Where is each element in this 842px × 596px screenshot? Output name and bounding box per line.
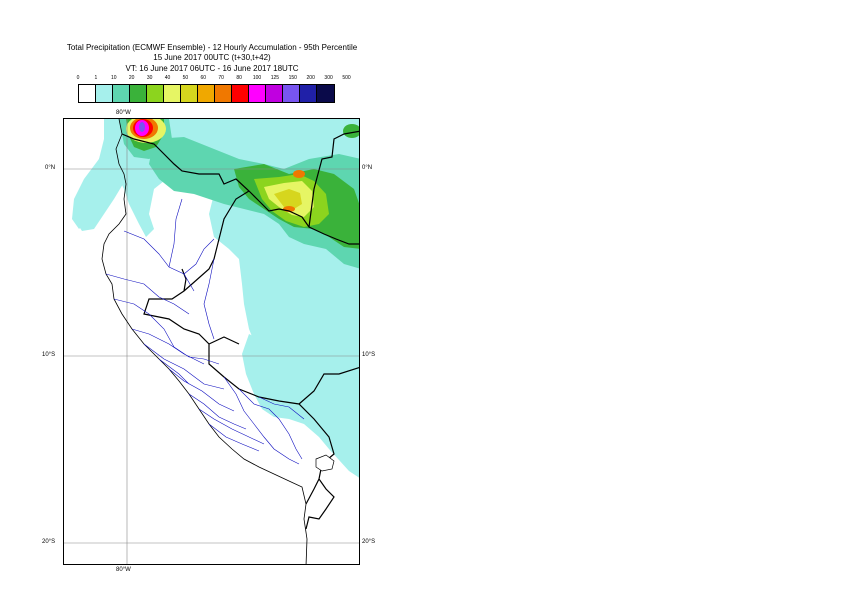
title-line-1: Total Precipitation (ECMWF Ensemble) - 1… <box>66 43 358 52</box>
legend-swatch <box>232 85 249 102</box>
legend-swatch <box>266 85 283 102</box>
precip-cell-nw-purple <box>139 122 145 132</box>
legend-swatch <box>317 85 334 102</box>
legend-tick-label: 80 <box>236 75 242 81</box>
legend-swatch <box>79 85 96 102</box>
legend-swatch <box>113 85 130 102</box>
precipitation-map <box>64 119 359 564</box>
legend-swatch <box>147 85 164 102</box>
legend-swatch <box>130 85 147 102</box>
legend-swatch <box>300 85 317 102</box>
legend-tick-label: 300 <box>324 75 333 81</box>
precip-area-1mm-west <box>74 139 126 231</box>
lake-titicaca <box>315 454 335 472</box>
legend-tick-label: 30 <box>146 75 153 81</box>
lon-label-top: 80°W <box>116 110 131 116</box>
precip-cell-ne-corner <box>343 124 359 138</box>
lon-label-bottom: 80°W <box>116 567 131 573</box>
legend-ticks: 0 1 10 20 30 40 50 60 70 80 100 125 150 200 300 500 <box>0 75 424 84</box>
legend-swatch <box>198 85 215 102</box>
legend-swatch <box>283 85 300 102</box>
map-frame <box>63 118 360 565</box>
legend-tick-label: 125 <box>270 75 280 81</box>
precip-area-10mm <box>149 137 359 269</box>
legend-swatch <box>249 85 266 102</box>
lat-label-0-left: 0°N <box>45 165 56 171</box>
precip-peak-ne <box>293 170 305 178</box>
regional-boundaries <box>105 198 305 465</box>
lat-label-0-right: 0°N <box>362 165 373 171</box>
legend-tick-label: 100 <box>252 75 262 81</box>
legend-tick-label: 10 <box>111 75 117 81</box>
legend-tick-label: 70 <box>218 75 224 81</box>
legend-tick-label: 200 <box>306 75 315 81</box>
legend-tick-label: 20 <box>128 75 135 81</box>
legend-swatch <box>181 85 198 102</box>
lat-label-20-right: 20°S <box>362 539 376 545</box>
legend-swatch <box>164 85 181 102</box>
legend-tick-label: 1 <box>94 75 98 81</box>
legend-tick-label: 40 <box>164 75 171 81</box>
legend-swatch <box>96 85 113 102</box>
legend-tick-label: 150 <box>288 75 297 81</box>
legend-tick-label: 0 <box>76 75 80 81</box>
title-line-2: 15 June 2017 00UTC (t+30,t+42) <box>153 53 271 62</box>
legend-swatch <box>215 85 232 102</box>
lat-label-20-left: 20°S <box>42 539 56 545</box>
lat-label-10-right: 10°S <box>362 352 376 358</box>
lat-label-10-left: 10°S <box>42 352 56 358</box>
color-legend <box>78 84 335 103</box>
title-line-3: VT: 16 June 2017 06UTC - 16 June 2017 18… <box>125 64 299 73</box>
legend-tick-label: 50 <box>182 75 189 81</box>
precip-area-50mm <box>274 189 302 209</box>
legend-tick-label: 500 <box>342 75 351 81</box>
legend-tick-label: 60 <box>200 75 207 81</box>
